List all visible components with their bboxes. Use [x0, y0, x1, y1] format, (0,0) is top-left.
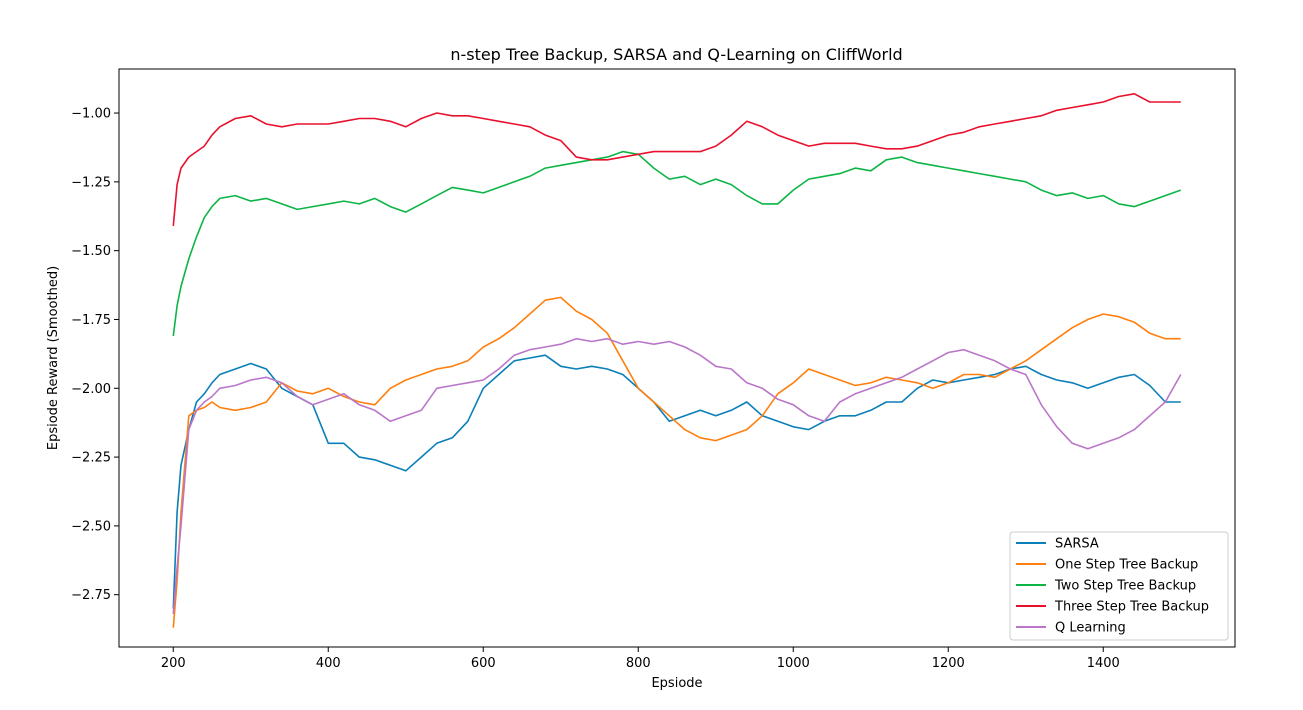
series-line-q-learning — [172, 337, 1182, 615]
series-line-one-step-tree-backup — [172, 296, 1181, 628]
x-axis-label: Epsiode — [651, 676, 702, 691]
y-axis-label: Epsiode Reward (Smoothed) — [46, 266, 61, 450]
x-tick-label: 200 — [161, 656, 186, 671]
legend-label: Three Step Tree Backup — [1054, 600, 1209, 615]
y-tick-label: −2.25 — [71, 451, 111, 466]
y-axis-ticks: −2.75 −2.50 −2.25 −2.00 −1.75 −1.50 −1.25 −1.00 — [71, 107, 119, 603]
x-axis-ticks: 200 400 600 800 1000 1200 1400 — [161, 647, 1120, 671]
y-tick-label: −2.50 — [71, 519, 111, 534]
series-line-three-step-tree-backup — [172, 93, 1181, 226]
legend: SARSA One Step Tree Backup Two Step Tree B… — [1009, 531, 1229, 641]
legend-items: SARSA One Step Tree Backup Two Step Tree B… — [1016, 537, 1209, 636]
series-line-two-step-tree-backup — [172, 150, 1182, 337]
chart-title: n-step Tree Backup, SARSA and Q-Learning… — [450, 45, 902, 64]
y-tick-label: −1.75 — [71, 313, 111, 328]
y-tick-label: −1.00 — [71, 107, 111, 122]
y-tick-label: −1.50 — [71, 244, 111, 259]
x-tick-label: 1400 — [1087, 656, 1120, 671]
legend-label: Q Learning — [1055, 621, 1126, 636]
x-tick-label: 1200 — [932, 656, 965, 671]
legend-box — [1009, 531, 1229, 641]
y-tick-label: −1.25 — [71, 175, 111, 190]
plot-lines — [172, 93, 1182, 628]
x-tick-label: 800 — [626, 656, 651, 671]
x-tick-label: 600 — [471, 656, 496, 671]
plot-area-frame — [118, 68, 1236, 648]
y-tick-label: −2.75 — [71, 588, 111, 603]
legend-label: One Step Tree Backup — [1055, 558, 1198, 573]
legend-label: SARSA — [1055, 537, 1099, 552]
y-tick-label: −2.00 — [71, 382, 111, 397]
legend-label: Two Step Tree Backup — [1054, 579, 1196, 594]
x-tick-label: 400 — [316, 656, 341, 671]
x-tick-label: 1000 — [777, 656, 810, 671]
